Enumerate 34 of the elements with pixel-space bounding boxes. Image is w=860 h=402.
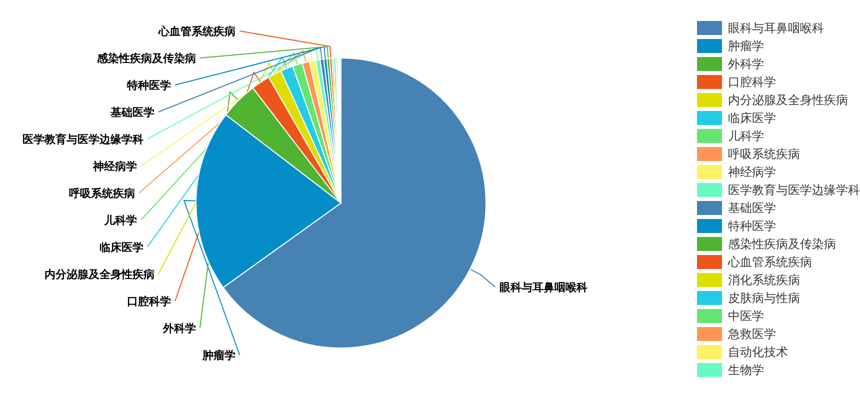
legend-label: 特种医学 (728, 219, 776, 233)
slice-label: 内分泌腺及全身性疾病 (44, 268, 154, 281)
legend-label: 口腔科学 (728, 75, 776, 89)
slice-label: 肿瘤学 (202, 349, 236, 362)
legend-label: 内分泌腺及全身性疾病 (728, 93, 848, 107)
slice-label: 医学教育与医学边缘学科 (22, 133, 144, 146)
legend-label: 急救医学 (727, 327, 776, 341)
legend-label: 肿瘤学 (728, 39, 764, 53)
legend-label: 中医学 (728, 309, 764, 323)
slice-label: 儿科学 (103, 214, 138, 227)
legend-label: 神经病学 (728, 165, 776, 179)
slice-label: 感染性疾病及传染病 (96, 52, 196, 65)
slice-label: 临床医学 (99, 241, 144, 254)
slice-label: 呼吸系统疾病 (69, 187, 135, 200)
legend-label: 消化系统疾病 (728, 273, 800, 287)
slice-label: 外科学 (162, 322, 196, 335)
legend-label: 自动化技术 (728, 345, 788, 359)
legend-label: 眼科与耳鼻咽喉科 (728, 21, 824, 35)
legend-label: 外科学 (728, 57, 764, 71)
slice-label: 特种医学 (126, 79, 172, 92)
slice-label: 心血管系统疾病 (158, 25, 236, 38)
legend-label: 呼吸系统疾病 (728, 147, 800, 161)
legend-label: 基础医学 (728, 201, 776, 215)
legend-label: 皮肤病与性病 (728, 291, 800, 305)
legend-label: 医学教育与医学边缘学科 (728, 183, 860, 197)
legend-label: 心血管系统疾病 (727, 255, 812, 269)
slice-label: 神经病学 (92, 160, 138, 173)
legend-label: 生物学 (728, 363, 764, 377)
legend-label: 感染性疾病及传染病 (728, 237, 836, 251)
slice-label: 基础医学 (109, 106, 154, 119)
legend-label: 临床医学 (728, 111, 776, 125)
slice-label: 眼科与耳鼻咽喉科 (499, 281, 588, 294)
slice-label: 口腔科学 (127, 295, 172, 308)
legend-label: 儿科学 (728, 129, 764, 143)
